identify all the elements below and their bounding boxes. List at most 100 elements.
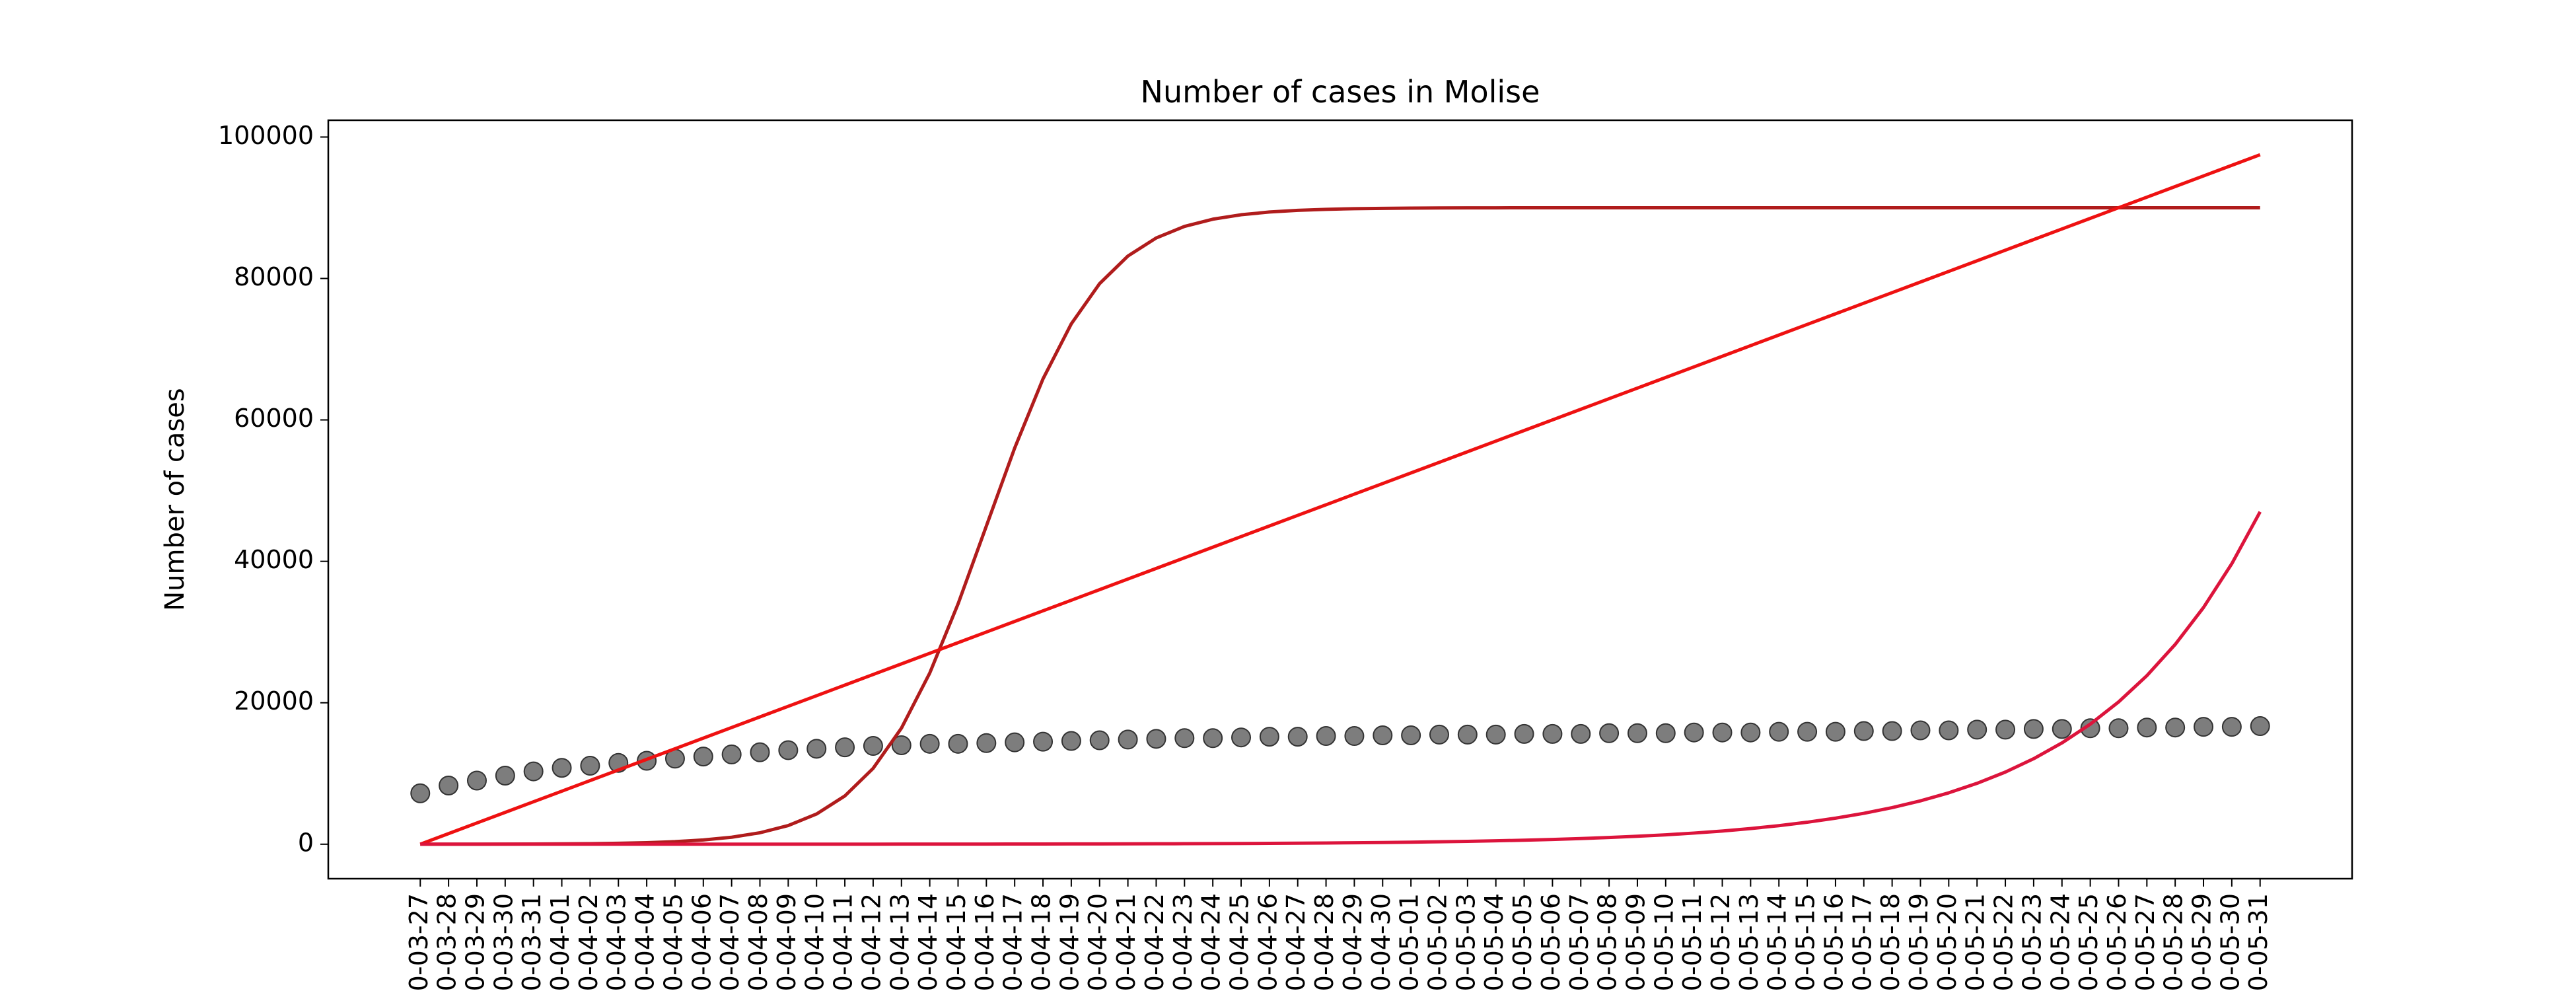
x-tick-label: 2020-05-22 — [1989, 893, 2019, 991]
y-axis-label: Number of cases — [160, 388, 190, 610]
data-point — [1061, 731, 1081, 751]
data-point — [1514, 723, 1534, 744]
data-point — [466, 770, 487, 791]
x-tick-label: 2020-04-22 — [1140, 893, 1169, 991]
data-point — [410, 783, 431, 803]
x-tick-label: 2020-04-09 — [772, 893, 801, 991]
data-point — [1599, 723, 1620, 743]
x-tick-label: 2020-05-12 — [1706, 893, 1735, 991]
x-tick-label: 2020-03-30 — [489, 893, 518, 991]
data-point — [2108, 718, 2129, 739]
x-tick-label: 2020-03-27 — [404, 893, 433, 991]
y-tick-label: 40000 — [234, 545, 314, 574]
data-point — [806, 739, 827, 759]
x-tick-label: 2020-05-24 — [2046, 893, 2075, 991]
y-tick-label: 60000 — [234, 404, 314, 433]
x-tick-label: 2020-05-06 — [1536, 893, 1565, 991]
data-point — [552, 758, 572, 778]
x-tick-label: 2020-05-30 — [2215, 893, 2244, 991]
data-point — [1344, 726, 1365, 747]
x-tick-label: 2020-05-28 — [2159, 893, 2188, 991]
data-point — [1627, 723, 1647, 743]
x-tick-label: 2020-04-06 — [687, 893, 716, 991]
data-point — [580, 756, 600, 776]
data-point — [1316, 726, 1336, 747]
x-tick-label: 2020-05-07 — [1565, 893, 1594, 991]
x-tick-label: 2020-04-03 — [602, 893, 631, 991]
y-tick-label: 100000 — [218, 121, 314, 150]
data-line — [419, 153, 2261, 846]
x-tick-label: 2020-04-19 — [1055, 893, 1084, 991]
data-point — [495, 765, 515, 786]
data-point — [1146, 729, 1166, 749]
x-tick-label: 2020-03-28 — [433, 893, 462, 991]
data-point — [919, 733, 940, 754]
data-point — [835, 737, 855, 758]
y-tick-label: 20000 — [234, 686, 314, 716]
y-tick-label: 0 — [298, 828, 314, 857]
x-tick-label: 2020-05-03 — [1451, 893, 1480, 991]
data-point — [1429, 724, 1449, 745]
x-tick-label: 2020-04-04 — [631, 893, 660, 991]
data-point — [1853, 721, 1874, 741]
data-point — [1259, 727, 1279, 747]
data-point — [2250, 716, 2270, 737]
data-point — [1542, 723, 1563, 744]
x-tick-label: 2020-04-28 — [1310, 893, 1339, 991]
x-tick-label: 2020-04-26 — [1253, 893, 1282, 991]
data-point — [1203, 728, 1223, 749]
data-point — [1939, 720, 1959, 741]
x-tick-label: 2020-04-15 — [942, 893, 971, 991]
x-tick-label: 2020-04-24 — [1197, 893, 1226, 991]
x-tick-label: 2020-04-12 — [857, 893, 886, 991]
data-point — [1373, 725, 1393, 745]
data-point — [1231, 727, 1252, 748]
data-point — [2165, 717, 2186, 738]
x-tick-label: 2020-05-10 — [1649, 893, 1678, 991]
data-point — [1089, 730, 1110, 751]
data-point — [1995, 719, 2016, 740]
data-point — [1740, 722, 1761, 743]
x-tick-label: 2020-04-16 — [970, 893, 999, 991]
data-point — [1684, 722, 1704, 743]
x-tick-label: 2020-04-21 — [1112, 893, 1141, 991]
data-point — [778, 740, 799, 760]
data-point — [1769, 721, 1789, 742]
data-point — [2221, 717, 2242, 737]
data-point — [2194, 717, 2214, 737]
data-point — [2137, 717, 2157, 738]
x-tick-label: 2020-04-20 — [1083, 893, 1112, 991]
chart-title: Number of cases in Molise — [1141, 74, 1540, 110]
data-point — [1287, 727, 1308, 747]
data-point — [1005, 732, 1025, 752]
data-point — [1033, 731, 1054, 752]
data-point — [1797, 721, 1818, 742]
data-point — [1401, 725, 1421, 745]
x-tick-label: 2020-04-18 — [1027, 893, 1056, 991]
data-point — [693, 747, 713, 767]
x-tick-label: 2020-04-30 — [1367, 893, 1396, 991]
x-tick-label: 2020-05-31 — [2244, 893, 2273, 991]
x-tick-label: 2020-04-02 — [574, 893, 603, 991]
x-tick-label: 2020-05-05 — [1508, 893, 1537, 991]
x-tick-label: 2020-05-01 — [1395, 893, 1424, 991]
data-point — [1967, 719, 1987, 740]
x-tick-label: 2020-05-23 — [2017, 893, 2046, 991]
x-tick-label: 2020-04-10 — [801, 893, 830, 991]
data-point — [1712, 722, 1733, 743]
data-point — [1910, 720, 1931, 741]
x-tick-label: 2020-05-16 — [1819, 893, 1848, 991]
data-point — [1118, 729, 1138, 750]
data-point — [1174, 728, 1195, 749]
y-tick-label: 80000 — [234, 262, 314, 291]
x-tick-label: 2020-04-27 — [1281, 893, 1310, 991]
data-point — [1655, 723, 1676, 743]
x-tick-label: 2020-05-15 — [1791, 893, 1820, 991]
x-tick-label: 2020-04-13 — [885, 893, 914, 991]
x-tick-label: 2020-04-11 — [829, 893, 858, 991]
x-tick-label: 2020-04-07 — [715, 893, 744, 991]
data-point — [2080, 718, 2100, 739]
x-tick-label: 2020-05-14 — [1763, 893, 1792, 991]
data-point — [2052, 719, 2072, 739]
